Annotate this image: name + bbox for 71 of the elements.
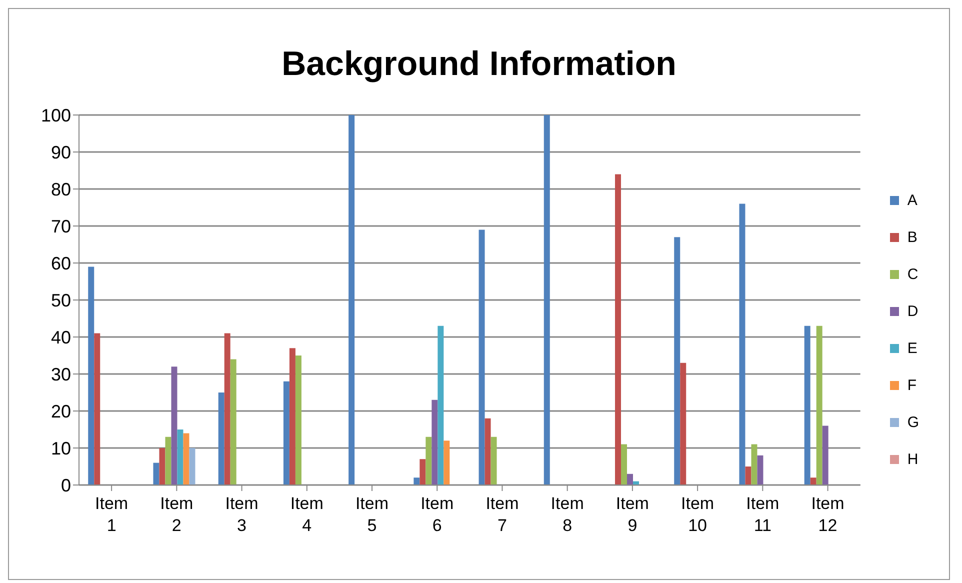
x-tick-label: Item 6	[420, 494, 454, 535]
legend-label: H	[907, 451, 918, 468]
x-tick-label: Item 3	[225, 494, 258, 535]
bar	[822, 426, 828, 485]
chart-title: Background Information	[280, 45, 678, 85]
y-tick-label: 30	[50, 364, 71, 384]
bar	[88, 266, 94, 485]
legend-label: E	[907, 340, 918, 357]
bar	[348, 115, 355, 485]
bar	[159, 448, 166, 485]
bar	[283, 381, 290, 485]
bar	[757, 455, 764, 485]
x-tick-label: Item 10	[681, 494, 714, 535]
x-tick-label: Item 2	[160, 494, 194, 535]
bar	[745, 466, 752, 485]
bar	[444, 440, 450, 485]
x-tick-label: Item 4	[290, 494, 324, 535]
y-tick-label: 50	[50, 290, 71, 310]
legend-label: F	[907, 377, 916, 394]
x-tick-label: Item 1	[95, 494, 128, 535]
bar	[544, 115, 550, 485]
bar	[810, 478, 816, 485]
bar	[739, 204, 746, 485]
bar	[621, 444, 627, 485]
bar	[177, 430, 184, 485]
bar	[183, 433, 190, 485]
bar	[171, 366, 178, 485]
bar	[295, 356, 302, 485]
bar	[165, 436, 172, 485]
bar	[484, 418, 491, 485]
bar	[674, 237, 680, 485]
bar	[490, 436, 497, 485]
y-tick-label: 80	[50, 179, 71, 200]
bar	[432, 400, 438, 485]
legend-label: A	[907, 192, 918, 209]
y-tick-label: 20	[50, 401, 71, 422]
bar	[153, 462, 160, 485]
bar	[615, 174, 621, 485]
bar	[189, 448, 196, 485]
legend-label: D	[907, 303, 918, 320]
bar	[224, 333, 230, 485]
bar	[420, 459, 426, 485]
y-tick-label: 0	[60, 475, 71, 496]
y-tick-label: 40	[50, 327, 71, 348]
x-tick-label: Item 5	[355, 494, 389, 535]
x-tick-label: Item 11	[746, 494, 780, 535]
bar	[627, 474, 633, 485]
bar	[804, 326, 810, 485]
x-tick-label: Item 12	[811, 494, 844, 535]
y-tick-label: 60	[50, 253, 71, 274]
legend-label: B	[907, 229, 918, 246]
x-tick-label: Item 8	[550, 494, 584, 535]
bar	[218, 392, 224, 485]
bar	[438, 326, 444, 485]
bar	[94, 333, 100, 485]
bar	[414, 478, 420, 485]
bar	[289, 348, 296, 485]
y-tick-label: 70	[50, 216, 71, 236]
bar	[816, 326, 822, 485]
y-tick-label: 100	[40, 105, 71, 126]
bar	[478, 230, 485, 485]
x-tick-label: Item 9	[616, 494, 649, 535]
legend-label: G	[907, 414, 919, 431]
bar	[426, 436, 432, 485]
legend-label: C	[907, 266, 918, 283]
bar	[680, 362, 686, 485]
bar	[751, 444, 758, 485]
bar	[230, 359, 236, 485]
y-tick-label: 90	[50, 142, 71, 162]
y-tick-label: 10	[50, 438, 71, 458]
x-tick-label: Item 7	[486, 494, 519, 535]
